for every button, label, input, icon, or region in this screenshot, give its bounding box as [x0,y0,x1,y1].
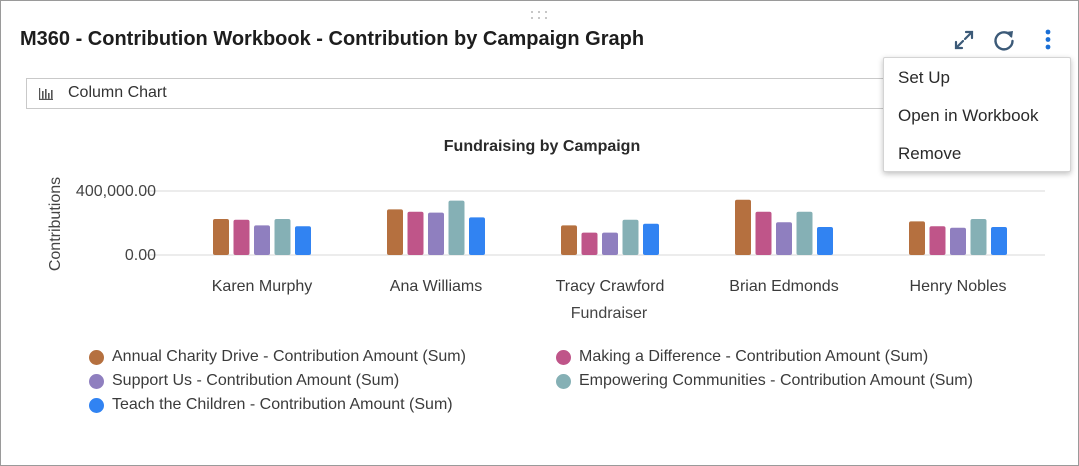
legend-swatch [89,374,104,389]
legend-label: Support Us - Contribution Amount (Sum) [112,372,400,389]
legend-label: Annual Charity Drive - Contribution Amou… [112,348,466,365]
bar[interactable] [254,225,270,255]
legend-swatch [556,350,571,365]
menu-item-remove[interactable]: Remove [884,136,1070,172]
bar[interactable] [909,221,925,255]
bar[interactable] [407,211,424,255]
legend-swatch [556,374,571,389]
category-label: Ana Williams [390,278,482,295]
y-tick-label: 0.00 [125,247,156,264]
bar[interactable] [602,232,618,255]
bar[interactable] [295,226,311,255]
menu-item-label: Remove [898,144,962,163]
bar[interactable] [776,222,792,255]
legend-label: Teach the Children - Contribution Amount… [112,396,453,413]
bar[interactable] [213,219,229,255]
category-label: Karen Murphy [212,278,313,295]
bar[interactable] [448,200,465,255]
panel-title: M360 - Contribution Workbook - Contribut… [20,28,645,50]
legend-label: Empowering Communities - Contribution Am… [579,372,973,389]
bar[interactable] [970,219,987,255]
menu-item-label: Set Up [898,68,950,87]
bar[interactable] [950,227,966,255]
bar[interactable] [274,219,291,255]
refresh-icon[interactable] [991,27,1017,53]
panel-context-menu: Set Up Open in Workbook Remove [883,57,1071,172]
bar[interactable] [991,227,1007,255]
bar[interactable] [428,212,444,255]
category-label: Brian Edmonds [729,278,838,295]
bar[interactable] [233,219,250,255]
expand-icon[interactable] [951,27,977,53]
y-tick-label: 400,000.00 [76,183,156,200]
legend-swatch [89,398,104,413]
menu-item-label: Open in Workbook [898,106,1039,125]
column-chart-icon [39,87,53,105]
legend-label: Making a Difference - Contribution Amoun… [579,348,929,365]
bar[interactable] [796,211,813,255]
bar[interactable] [755,211,772,255]
bar[interactable] [581,232,598,255]
legend-swatch [89,350,104,365]
bar[interactable] [561,225,577,255]
category-label: Henry Nobles [910,278,1007,295]
bar[interactable] [735,199,751,255]
x-axis-label: Fundraiser [571,305,648,322]
menu-item-open-in-workbook[interactable]: Open in Workbook [884,98,1070,134]
bar[interactable] [643,223,659,255]
bar[interactable] [817,227,833,255]
chart-type-label: Column Chart [68,84,167,101]
more-vertical-icon[interactable] [1035,27,1061,53]
column-chart: Fundraising by Campaign Contributions Fu… [47,138,1045,322]
bar[interactable] [387,209,403,255]
bar[interactable] [929,226,946,255]
bar[interactable] [622,219,639,255]
chart-title: Fundraising by Campaign [444,138,640,155]
category-label: Tracy Crawford [556,278,665,295]
bar[interactable] [469,217,485,255]
y-axis-label: Contributions [47,177,64,271]
drag-handle[interactable] [531,11,551,23]
menu-item-set-up[interactable]: Set Up [884,60,1070,96]
